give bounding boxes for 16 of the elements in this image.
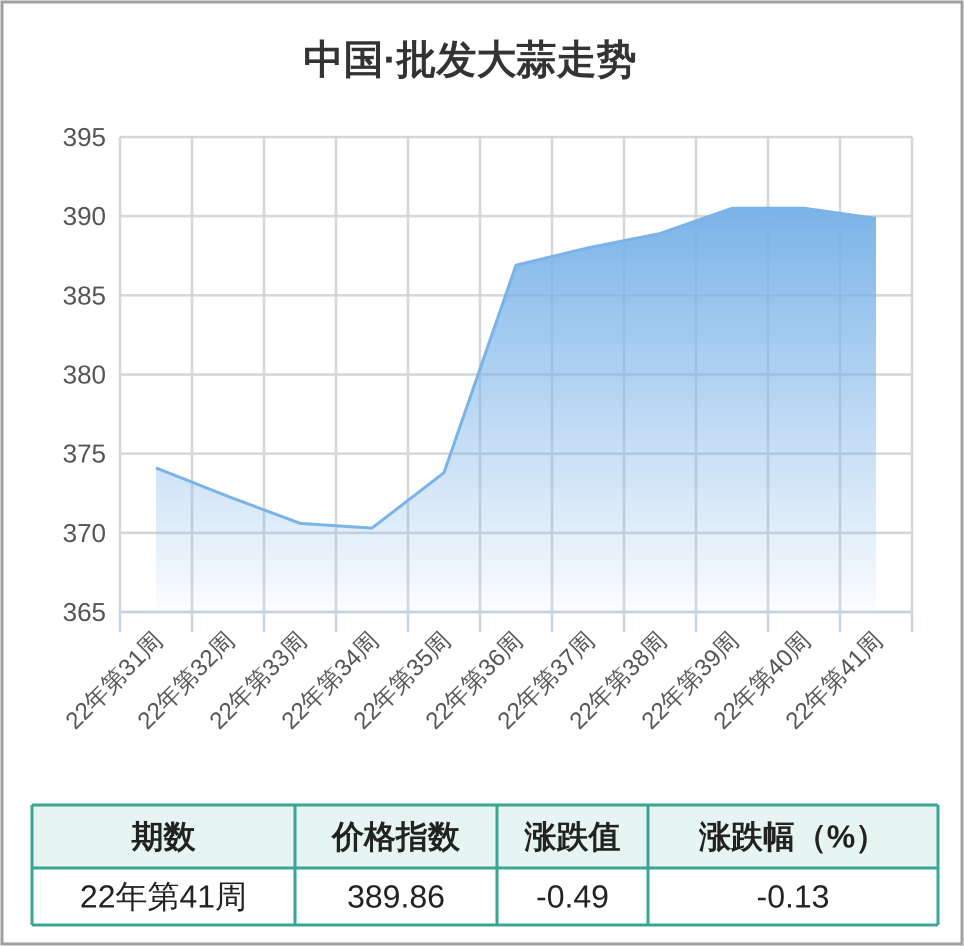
text: 389.86 — [347, 878, 445, 914]
text: 涨跌值 — [524, 818, 620, 854]
text: 价格指数 — [330, 818, 461, 854]
y-tick-label: 370 — [62, 518, 106, 548]
chart-title: 中国·批发大蒜走势 — [303, 38, 637, 82]
text: -0.13 — [756, 878, 830, 914]
y-tick-label: 365 — [62, 597, 106, 627]
text: -0.49 — [536, 878, 609, 914]
y-tick-label: 395 — [62, 122, 106, 152]
text: 22年第41周 — [80, 878, 248, 914]
y-tick-label: 380 — [62, 360, 106, 390]
y-tick-label: 375 — [62, 438, 106, 469]
y-tick-label: 390 — [62, 201, 106, 232]
text: 期数 — [130, 818, 196, 854]
text: 涨跌幅（%） — [698, 818, 888, 854]
y-tick-label: 385 — [62, 280, 106, 310]
